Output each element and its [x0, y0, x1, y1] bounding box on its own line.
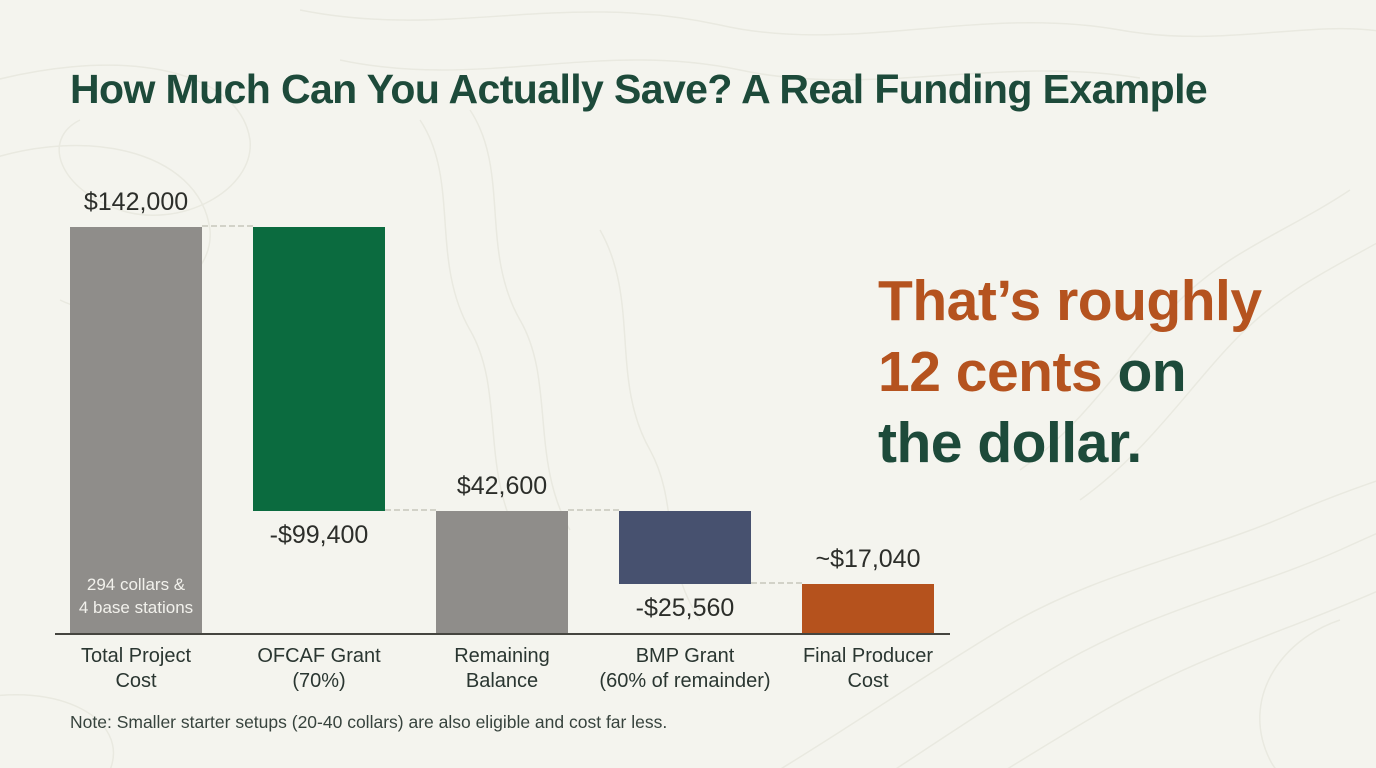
connector-line-3 [751, 582, 802, 585]
value-label-remaining-balance: $42,600 [456, 472, 548, 501]
callout-text: That’s roughly 12 cents on the dollar. [878, 266, 1262, 479]
value-label-bmp-grant: -$25,560 [635, 594, 735, 623]
bar-ofcaf-grant [253, 227, 385, 512]
bar-remaining-balance [436, 511, 568, 633]
category-label-total-project-cost: Total Project Cost [80, 645, 192, 692]
callout-segment: the dollar. [878, 411, 1142, 475]
callout-line-3: the dollar. [878, 408, 1262, 479]
callout-segment: That’s roughly [878, 269, 1262, 333]
connector-line-2 [568, 509, 619, 512]
value-label-final-producer-cost: ~$17,040 [815, 545, 921, 574]
x-axis-line [55, 633, 950, 635]
connector-line-1 [385, 509, 436, 512]
bar-final-producer-cost [802, 584, 934, 633]
category-label-ofcaf-grant: OFCAF Grant (70%) [257, 645, 381, 692]
callout-line-1: That’s roughly [878, 266, 1262, 337]
value-label-total-project-cost: $142,000 [83, 188, 189, 216]
connector-line-0 [202, 225, 253, 227]
footnote: Note: Smaller starter setups (20-40 coll… [70, 712, 668, 732]
bar-annotation-total-project-cost: 294 collars & 4 base stations [78, 575, 194, 617]
callout-segment: on [1102, 340, 1187, 404]
callout-segment: 12 cents [878, 340, 1103, 404]
category-label-remaining-balance: Remaining Balance [454, 645, 550, 692]
page-title: How Much Can You Actually Save? A Real F… [70, 66, 1208, 112]
value-label-ofcaf-grant: -$99,400 [269, 521, 369, 550]
category-label-final-producer-cost: Final Producer Cost [802, 645, 934, 692]
callout-line-2: 12 cents on [878, 337, 1262, 408]
bar-total-project-cost [70, 227, 202, 633]
bar-bmp-grant [619, 511, 751, 585]
category-label-bmp-grant: BMP Grant (60% of remainder) [599, 645, 771, 692]
